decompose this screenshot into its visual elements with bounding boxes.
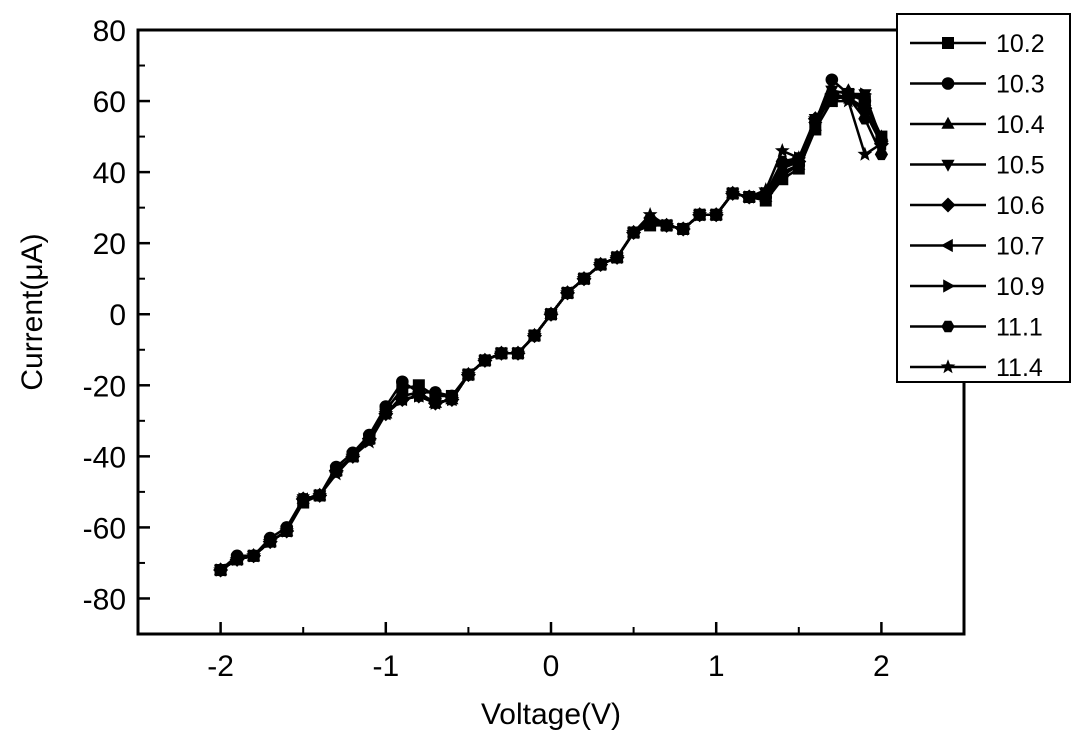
data-point	[593, 256, 608, 271]
legend-item-10.4: 10.4	[910, 111, 1045, 139]
data-point	[858, 113, 872, 125]
axis-layer: -2 -1 0 1 2 80 60 40 20 0 -20 -40 -60 -80	[83, 15, 890, 683]
data-point	[609, 249, 625, 264]
legend-label: 10.7	[996, 233, 1045, 261]
data-point	[741, 189, 757, 204]
y-tick-label: 0	[109, 299, 126, 332]
y-tick-label: 60	[93, 86, 126, 119]
legend-item-10.5: 10.5	[910, 152, 1045, 180]
legend-item-10.9: 10.9	[910, 273, 1045, 301]
legend-label: 11.1	[996, 314, 1043, 342]
data-point	[692, 207, 708, 222]
x-tick-label: 2	[873, 650, 890, 683]
data-point	[824, 93, 840, 108]
data-point	[758, 182, 774, 197]
x-tick-label: 1	[708, 650, 725, 683]
data-point	[857, 146, 873, 161]
series-11.4	[213, 93, 889, 577]
data-point	[213, 562, 228, 577]
data-point	[791, 150, 807, 165]
data-point	[444, 391, 460, 406]
legend-label: 10.5	[996, 152, 1045, 180]
data-point	[708, 207, 724, 222]
x-tick-label: 0	[543, 650, 560, 683]
data-point	[874, 148, 888, 161]
legend-box	[896, 13, 1071, 383]
data-point	[427, 395, 443, 410]
data-point	[295, 491, 311, 506]
legend-marker	[940, 359, 956, 374]
legend-items: 10.2 10.3 10.4 10.5 10.6 10.7 10.9 11.1 11.4	[910, 30, 1045, 382]
x-tick-label: -2	[207, 650, 234, 683]
legend-label: 10.6	[996, 192, 1045, 220]
legend-label: 10.2	[996, 30, 1045, 58]
data-point	[725, 185, 741, 200]
data-point	[394, 391, 410, 406]
x-axis-title: Voltage(V)	[481, 698, 621, 731]
data-point	[345, 448, 361, 463]
data-point	[312, 487, 328, 502]
data-point	[807, 111, 823, 126]
y-tick-label: -20	[83, 370, 126, 403]
data-point	[527, 327, 542, 342]
y-tick-label: 40	[93, 157, 126, 190]
legend-marker	[940, 197, 956, 213]
legend-item-10.6: 10.6	[910, 192, 1045, 220]
legend-marker	[941, 116, 955, 129]
legend-item-10.7: 10.7	[910, 233, 1045, 261]
y-tick-label: -40	[83, 441, 126, 474]
y-tick-label: -80	[83, 583, 126, 616]
y-tick-label: 20	[93, 228, 126, 261]
data-point	[659, 217, 675, 232]
legend: 10.2 10.3 10.4 10.5 10.6 10.7 10.9 11.1 11.4	[896, 13, 1071, 383]
data-point	[675, 221, 691, 236]
plot-frame	[136, 28, 966, 636]
data-point	[543, 306, 559, 321]
legend-item-11.4: 11.4	[910, 354, 1043, 382]
data-point	[477, 352, 493, 367]
legend-label: 11.4	[996, 354, 1043, 382]
legend-item-10.3: 10.3	[910, 71, 1045, 99]
data-point	[860, 87, 873, 101]
data-point	[229, 551, 245, 566]
data-point	[874, 135, 889, 150]
series-layer	[213, 73, 889, 578]
data-point	[642, 207, 658, 222]
y-tick-label: -60	[83, 512, 126, 545]
data-point	[246, 548, 262, 563]
legend-marker	[943, 279, 956, 293]
data-point	[840, 93, 856, 108]
legend-marker	[940, 238, 953, 253]
legend-label: 10.3	[996, 71, 1045, 99]
legend-marker	[941, 77, 955, 90]
data-point	[626, 224, 641, 239]
data-point	[429, 386, 442, 399]
data-point	[262, 533, 278, 548]
legend-item-11.1: 11.1	[910, 314, 1043, 342]
data-point	[510, 345, 526, 360]
data-point	[494, 345, 509, 360]
legend-marker	[941, 159, 955, 172]
data-point	[560, 285, 575, 300]
data-point	[825, 73, 839, 87]
x-tick-label: -1	[372, 650, 399, 683]
data-point	[411, 388, 427, 403]
data-point	[396, 375, 409, 389]
data-point	[576, 270, 592, 285]
legend-marker	[941, 320, 955, 333]
y-axis-title: Current(μA)	[16, 233, 49, 390]
data-point	[361, 434, 377, 449]
legend-label: 10.4	[996, 111, 1045, 139]
legend-label: 10.9	[996, 273, 1045, 301]
data-point	[461, 366, 476, 381]
legend-marker	[942, 37, 954, 49]
y-tick-label: 80	[93, 15, 126, 48]
series-11.1	[214, 91, 888, 576]
data-point	[279, 523, 295, 538]
data-point	[774, 143, 790, 158]
legend-item-10.2: 10.2	[910, 30, 1045, 58]
data-point	[378, 405, 394, 420]
data-point	[328, 466, 344, 481]
